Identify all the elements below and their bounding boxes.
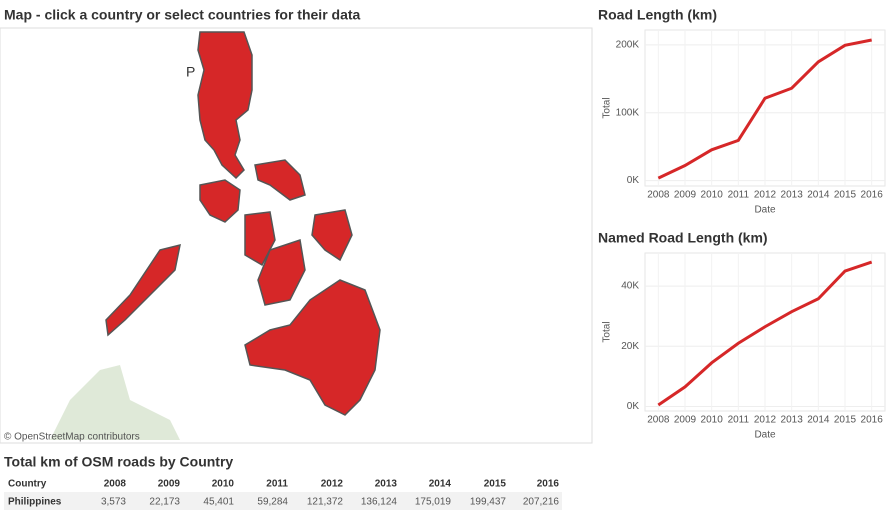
table-row-header: Philippines xyxy=(8,497,62,508)
y-tick-label: 0K xyxy=(627,175,640,186)
x-tick-label: 2008 xyxy=(647,415,670,426)
map-shapes[interactable] xyxy=(50,31,381,440)
table-header: 2008 xyxy=(104,479,127,490)
chart-title: Named Road Length (km) xyxy=(598,230,768,246)
table-cell: 175,019 xyxy=(415,497,452,508)
x-tick-label: 2012 xyxy=(754,190,777,201)
map-attribution: © OpenStreetMap contributors xyxy=(4,432,140,443)
table-cell: 121,372 xyxy=(307,497,344,508)
x-tick-label: 2014 xyxy=(807,190,830,201)
table-header: 2014 xyxy=(429,479,452,490)
y-tick-label: 20K xyxy=(621,341,639,352)
line-series xyxy=(657,260,873,407)
y-tick-label: 0K xyxy=(627,401,640,412)
x-tick-label: 2010 xyxy=(701,190,724,201)
x-tick-label: 2009 xyxy=(674,415,697,426)
table-header: 2016 xyxy=(537,479,560,490)
table-header: 2015 xyxy=(484,479,507,490)
y-axis-label: Total xyxy=(602,321,613,342)
x-tick-label: 2008 xyxy=(647,190,670,201)
table-cell: 3,573 xyxy=(101,497,126,508)
y-tick-label: 40K xyxy=(621,281,639,292)
x-tick-label: 2014 xyxy=(807,415,830,426)
x-tick-label: 2013 xyxy=(781,415,804,426)
x-tick-label: 2010 xyxy=(701,415,724,426)
map-label: P xyxy=(186,64,195,80)
map-title: Map - click a country or select countrie… xyxy=(4,7,361,23)
x-tick-label: 2009 xyxy=(674,190,697,201)
x-tick-label: 2011 xyxy=(728,415,750,426)
y-axis-label: Total xyxy=(602,97,613,118)
table-cell: 136,124 xyxy=(361,497,398,508)
x-tick-label: 2013 xyxy=(781,190,804,201)
x-tick-label: 2015 xyxy=(834,415,857,426)
x-tick-label: 2016 xyxy=(861,190,884,201)
table-cell: 207,216 xyxy=(523,497,560,508)
table-header: 2012 xyxy=(321,479,344,490)
table-cell: 22,173 xyxy=(149,497,180,508)
x-tick-label: 2015 xyxy=(834,190,857,201)
line-series xyxy=(657,38,872,180)
x-axis-label: Date xyxy=(754,430,776,441)
table-cell: 59,284 xyxy=(257,497,288,508)
y-tick-label: 200K xyxy=(616,40,640,51)
table-header: 2009 xyxy=(158,479,181,490)
table-row-bg xyxy=(4,492,562,510)
y-tick-label: 100K xyxy=(616,107,640,118)
table-header: Country xyxy=(8,479,47,490)
table-cell: 199,437 xyxy=(470,497,507,508)
table-header: 2013 xyxy=(375,479,398,490)
table-header: 2010 xyxy=(212,479,235,490)
x-tick-label: 2011 xyxy=(728,190,750,201)
table-title: Total km of OSM roads by Country xyxy=(4,454,233,470)
table-cell: 45,401 xyxy=(203,497,234,508)
map-panel xyxy=(0,27,593,444)
x-tick-label: 2012 xyxy=(754,415,777,426)
chart-title: Road Length (km) xyxy=(598,7,717,23)
x-tick-label: 2016 xyxy=(861,415,884,426)
x-axis-label: Date xyxy=(754,205,776,216)
table-header: 2011 xyxy=(266,479,288,490)
